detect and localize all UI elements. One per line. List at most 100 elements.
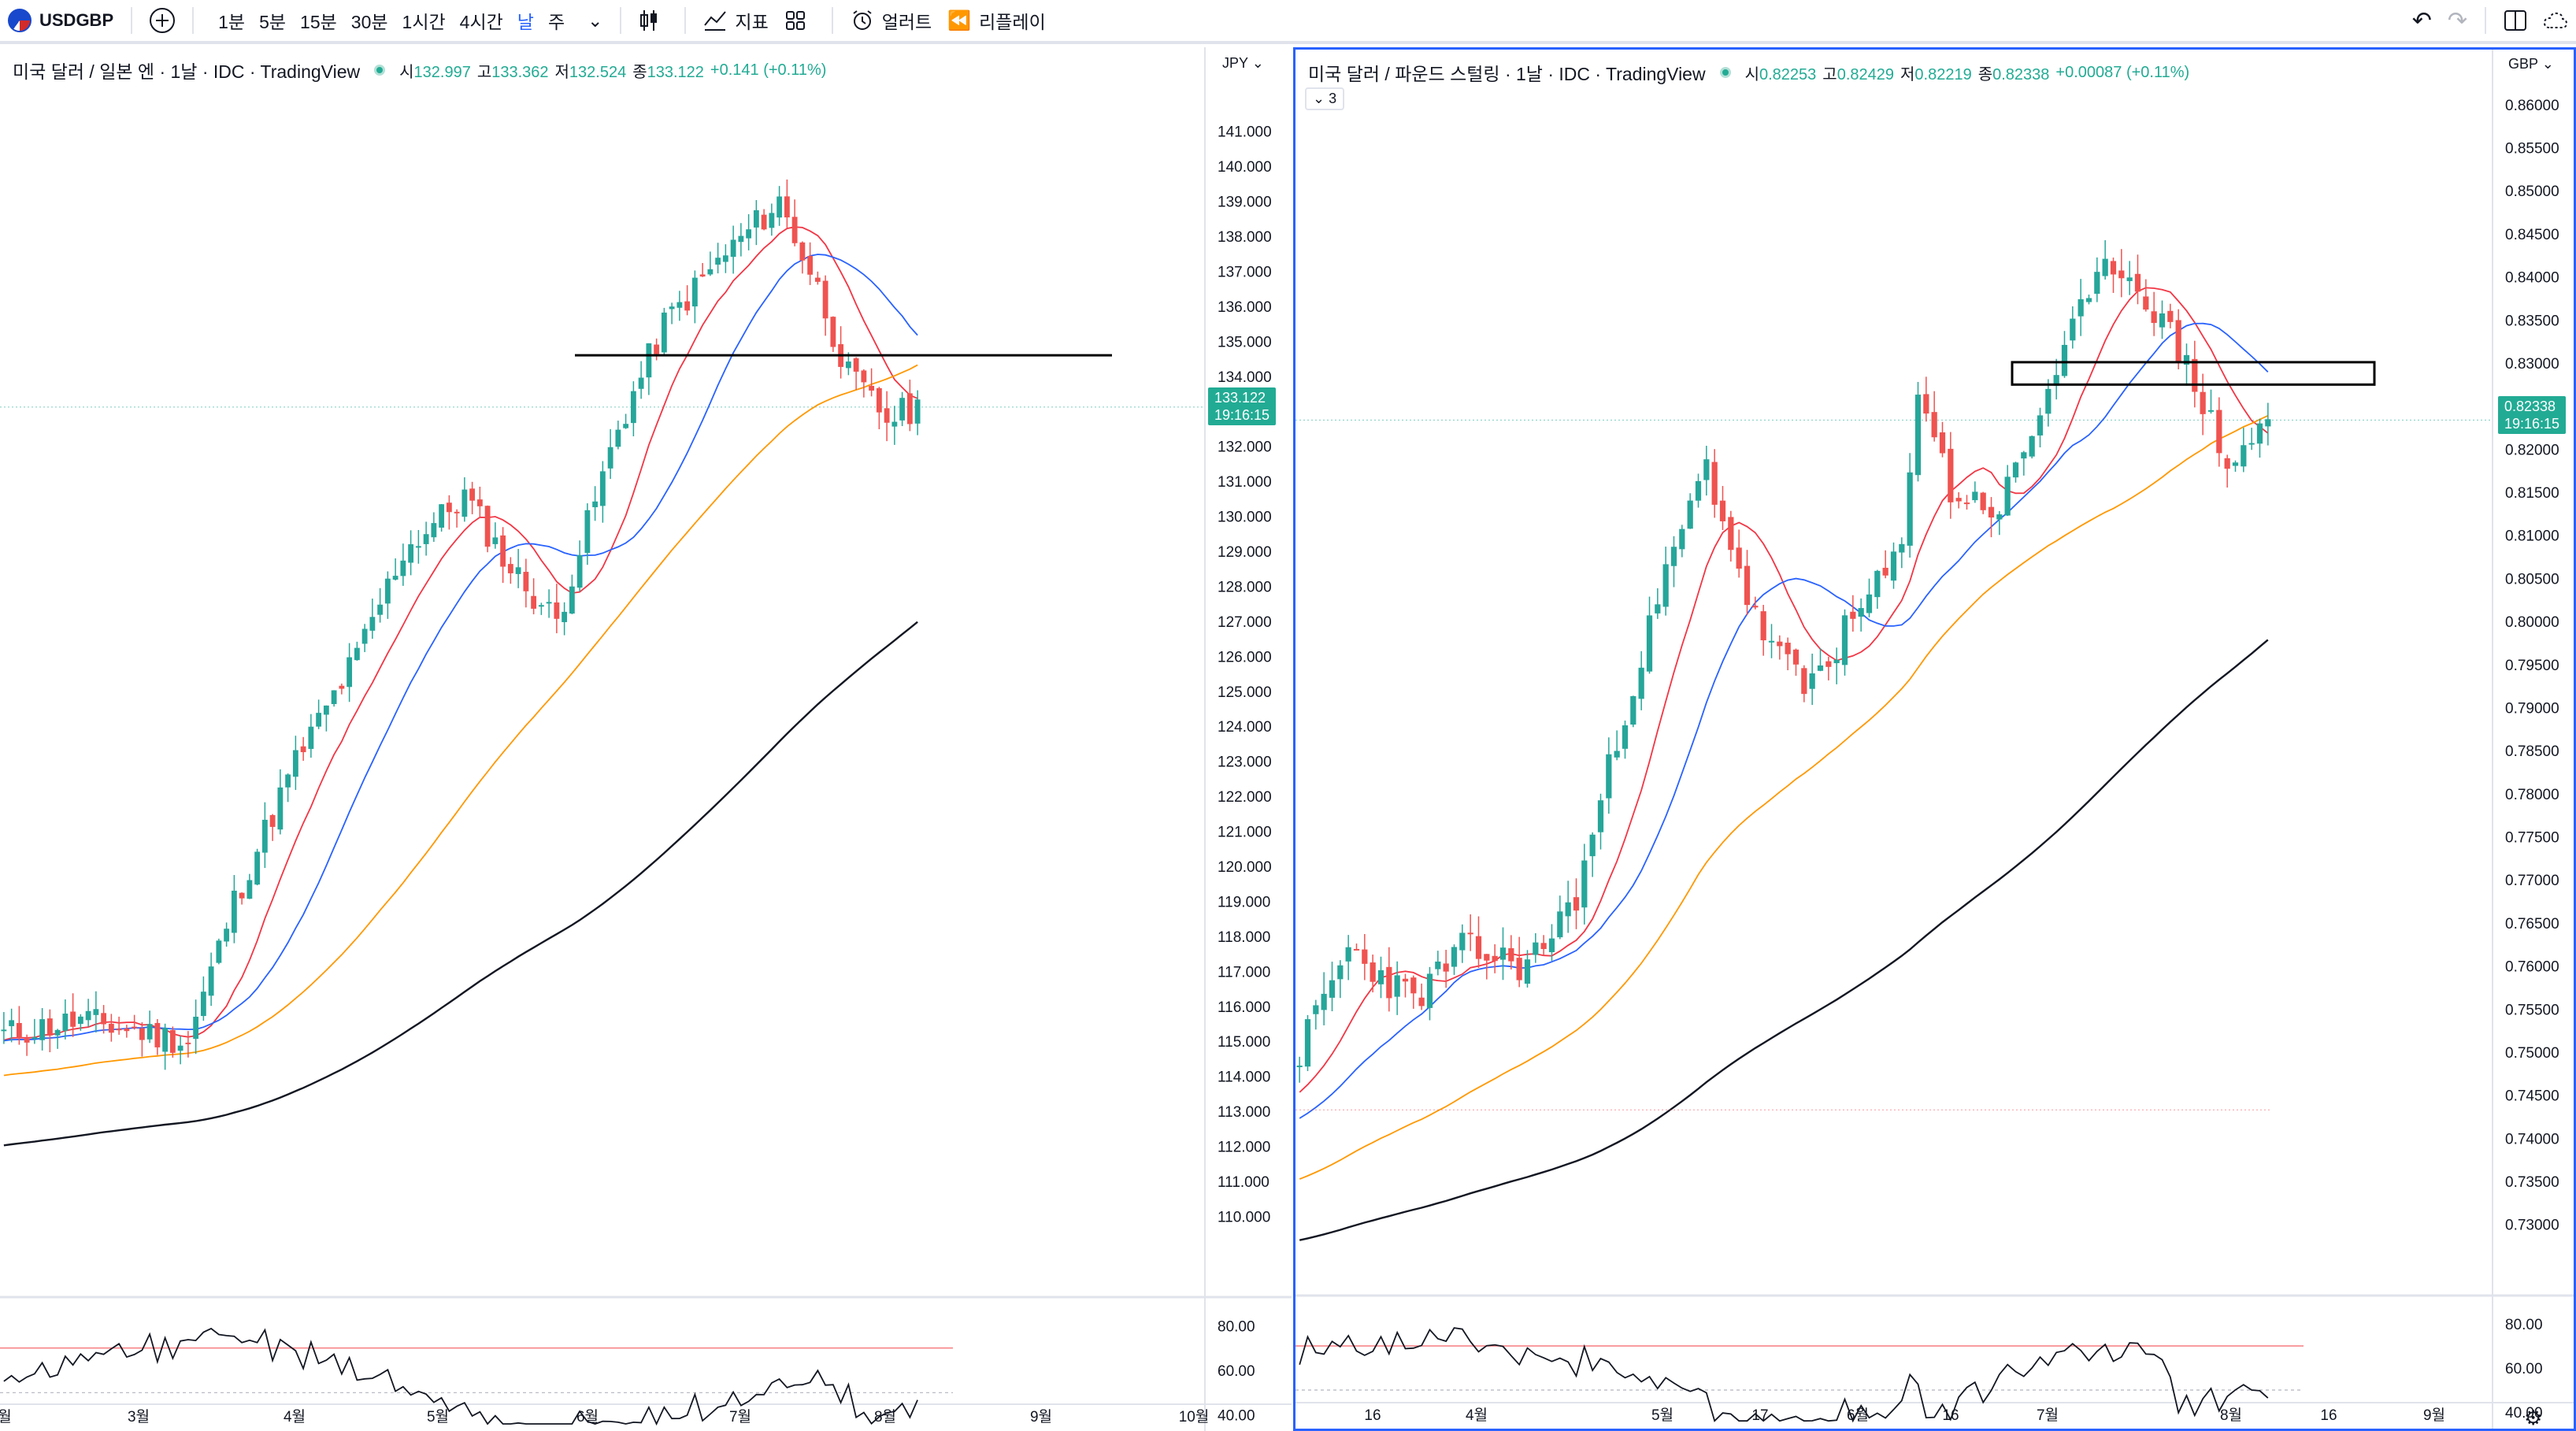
- usdjpy-chart-canvas[interactable]: 141.000 140.000 139.000 138.000 137.000 136.0…: [0, 47, 1292, 1431]
- candle-body: [1614, 751, 1620, 758]
- price-axis-label: 0.79500: [2505, 658, 2559, 674]
- chart-type-button[interactable]: [631, 0, 675, 43]
- price-axis-label: 121.000: [1218, 825, 1272, 841]
- price-axis-label: 141.000: [1218, 124, 1272, 141]
- interval-button[interactable]: 1시간: [402, 12, 446, 32]
- time-axis-label: 10월: [1179, 1408, 1210, 1425]
- candle-body: [2151, 311, 2157, 324]
- candle-body: [1882, 567, 1888, 576]
- candle-body: [1557, 911, 1563, 938]
- divider: [831, 7, 833, 34]
- candle-body: [1443, 963, 1449, 972]
- interval-button[interactable]: 30분: [350, 12, 388, 32]
- templates-button[interactable]: [777, 0, 822, 43]
- chart-pane-usdgbp[interactable]: 0.86000 0.85500 0.85000 0.84500 0.84000 0.835…: [1293, 47, 2576, 1431]
- candle-body: [869, 385, 875, 391]
- candle-body: [1939, 432, 1946, 454]
- candle-body: [1484, 954, 1490, 961]
- candle-body: [1655, 604, 1661, 614]
- candle-body: [1362, 949, 1368, 964]
- top-toolbar: USDGBP 1분 5분 15분 30분 1시간 4시간 날 주 ⌄ 지표 얼러트 ⏪: [0, 0, 2576, 44]
- layout-button[interactable]: [2496, 0, 2535, 43]
- candle-body: [1533, 942, 1539, 955]
- candle-body: [392, 576, 398, 580]
- chevron-down-icon: ⌄: [587, 9, 603, 31]
- usdgbp-chart-canvas[interactable]: 0.86000 0.85500 0.85000 0.84500 0.84000 0.835…: [1295, 50, 2574, 1429]
- ohlc-open: 시132.997: [399, 63, 471, 81]
- indicators-button[interactable]: 지표: [695, 0, 776, 43]
- redo-button[interactable]: ↷: [2440, 0, 2475, 43]
- currency-selector[interactable]: GBP ⌄: [2508, 56, 2554, 72]
- candle-body: [646, 343, 652, 378]
- price-axis-label: 0.77000: [2505, 873, 2559, 889]
- alert-button[interactable]: 얼러트: [843, 0, 940, 43]
- indicators-icon: [704, 11, 727, 31]
- interval-button[interactable]: 주: [547, 12, 565, 32]
- time-axis-label: 6월: [1847, 1407, 1869, 1424]
- candle-body: [906, 393, 913, 424]
- rsi-axis-label: 80.00: [2505, 1317, 2543, 1333]
- candle-body: [615, 429, 621, 447]
- price-axis-label: 127.000: [1218, 614, 1272, 631]
- candle-body: [108, 1023, 114, 1033]
- candle-body: [246, 880, 253, 899]
- candle-body: [1899, 543, 1905, 553]
- interval-button[interactable]: 5분: [259, 12, 287, 32]
- chart-pane-usdjpy[interactable]: 141.000 140.000 139.000 138.000 137.000 136.0…: [0, 47, 1292, 1431]
- divider: [2485, 7, 2486, 34]
- price-axis-label: 0.80000: [2505, 614, 2559, 631]
- interval-button[interactable]: 날: [517, 12, 534, 32]
- price-axis-label: 140.000: [1218, 159, 1272, 176]
- interval-dropdown[interactable]: ⌄: [580, 0, 610, 43]
- indicators-collapse-toggle[interactable]: ⌄ 3: [1305, 87, 1345, 110]
- chart-legend: 미국 달러 / 파운드 스털링 · 1날 · IDC · TradingView…: [1308, 59, 2196, 86]
- compare-button[interactable]: [142, 0, 183, 43]
- price-axis-label: 132.000: [1218, 439, 1272, 456]
- candle-body: [669, 306, 675, 310]
- candle-body: [1459, 932, 1466, 951]
- candle-body: [1646, 615, 1653, 672]
- interval-button[interactable]: 4시간: [459, 12, 503, 32]
- price-axis-label: 0.75000: [2505, 1045, 2559, 1062]
- candle-body: [377, 604, 384, 615]
- symbol-search[interactable]: USDGBP: [0, 0, 121, 43]
- candle-body: [914, 399, 921, 424]
- candle-body: [208, 966, 214, 996]
- ma-long-line: [1299, 414, 2269, 1180]
- ma-short-line: [1299, 287, 2269, 1093]
- undo-button[interactable]: ↶: [2404, 0, 2440, 43]
- replay-button[interactable]: ⏪ 리플레이: [940, 0, 1054, 43]
- time-axis-label: 7월: [2037, 1407, 2059, 1424]
- candle-body: [1540, 943, 1547, 950]
- candle-body: [2061, 344, 2068, 376]
- candle-body: [400, 560, 406, 576]
- candle-body: [177, 1045, 183, 1051]
- candle-body: [1353, 948, 1360, 951]
- candle-body: [193, 1016, 199, 1040]
- candle-body: [845, 361, 851, 369]
- interval-button[interactable]: 1분: [218, 12, 246, 32]
- interval-button[interactable]: 15분: [300, 12, 337, 32]
- candle-body: [169, 1030, 176, 1053]
- last-price-tag: 133.122 19:16:15: [1208, 387, 1277, 425]
- candle-body: [1703, 459, 1710, 480]
- candle-body: [814, 277, 821, 282]
- candle-body: [339, 685, 345, 689]
- candle-body: [2256, 423, 2263, 444]
- cloud-icon: [2543, 12, 2568, 28]
- candle-body: [531, 595, 537, 609]
- candle-body: [538, 605, 544, 607]
- candle-body: [1573, 897, 1580, 911]
- price-axis-label: 0.76500: [2505, 916, 2559, 932]
- price-axis-label: 0.74000: [2505, 1131, 2559, 1147]
- settings-gear-icon[interactable]: ⚙: [2524, 1406, 2543, 1429]
- candle-body: [1801, 668, 1807, 695]
- save-cloud-button[interactable]: [2535, 0, 2576, 43]
- candle-body: [1744, 565, 1751, 606]
- candle-body: [254, 851, 261, 885]
- candle-body: [2207, 410, 2215, 412]
- candle-body: [1313, 1005, 1319, 1014]
- candle-body: [1719, 500, 1726, 521]
- candle-body: [46, 1018, 53, 1036]
- currency-selector[interactable]: JPY ⌄: [1222, 55, 1264, 71]
